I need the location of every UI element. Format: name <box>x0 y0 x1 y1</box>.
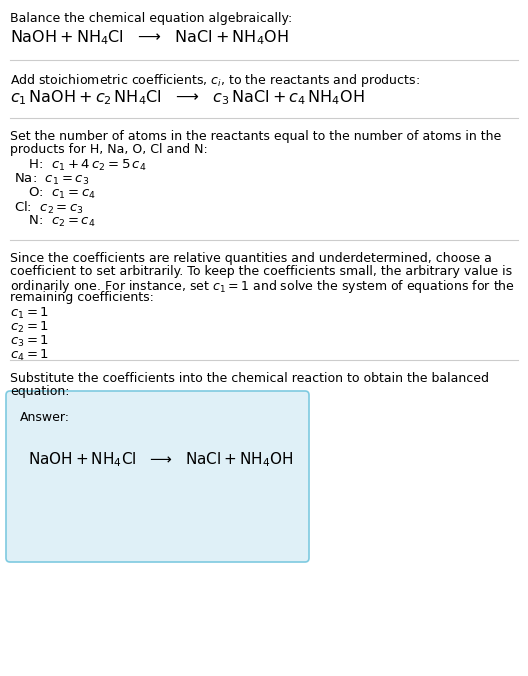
Text: products for H, Na, O, Cl and N:: products for H, Na, O, Cl and N: <box>10 143 208 156</box>
Text: $\mathsf{NaOH + NH_4Cl}$  $\longrightarrow$  $\mathsf{NaCl + NH_4OH}$: $\mathsf{NaOH + NH_4Cl}$ $\longrightarro… <box>10 28 289 47</box>
FancyBboxPatch shape <box>6 391 309 562</box>
Text: Substitute the coefficients into the chemical reaction to obtain the balanced: Substitute the coefficients into the che… <box>10 372 489 385</box>
Text: $c_2 = 1$: $c_2 = 1$ <box>10 320 49 335</box>
Text: coefficient to set arbitrarily. To keep the coefficients small, the arbitrary va: coefficient to set arbitrarily. To keep … <box>10 265 512 278</box>
Text: $\mathsf{NaOH + NH_4Cl}$  $\longrightarrow$  $\mathsf{NaCl + NH_4OH}$: $\mathsf{NaOH + NH_4Cl}$ $\longrightarro… <box>28 450 294 468</box>
Text: equation:: equation: <box>10 385 70 398</box>
Text: Balance the chemical equation algebraically:: Balance the chemical equation algebraica… <box>10 12 293 25</box>
Text: Cl:  $c_2 = c_3$: Cl: $c_2 = c_3$ <box>14 200 84 216</box>
Text: Add stoichiometric coefficients, $c_i$, to the reactants and products:: Add stoichiometric coefficients, $c_i$, … <box>10 72 420 89</box>
Text: Set the number of atoms in the reactants equal to the number of atoms in the: Set the number of atoms in the reactants… <box>10 130 501 143</box>
Text: $c_1\,\mathsf{NaOH} + c_2\,\mathsf{NH_4Cl}$  $\longrightarrow$  $c_3\,\mathsf{Na: $c_1\,\mathsf{NaOH} + c_2\,\mathsf{NH_4C… <box>10 88 364 107</box>
Text: $c_4 = 1$: $c_4 = 1$ <box>10 348 49 363</box>
Text: O:  $c_1 = c_4$: O: $c_1 = c_4$ <box>24 186 96 201</box>
Text: N:  $c_2 = c_4$: N: $c_2 = c_4$ <box>24 214 96 229</box>
Text: Since the coefficients are relative quantities and underdetermined, choose a: Since the coefficients are relative quan… <box>10 252 492 265</box>
Text: ordinarily one. For instance, set $c_1 = 1$ and solve the system of equations fo: ordinarily one. For instance, set $c_1 =… <box>10 278 515 295</box>
Text: remaining coefficients:: remaining coefficients: <box>10 291 154 304</box>
Text: Answer:: Answer: <box>20 411 70 424</box>
Text: H:  $c_1 + 4\,c_2 = 5\,c_4$: H: $c_1 + 4\,c_2 = 5\,c_4$ <box>24 158 146 173</box>
Text: $c_1 = 1$: $c_1 = 1$ <box>10 306 49 321</box>
Text: Na:  $c_1 = c_3$: Na: $c_1 = c_3$ <box>14 172 89 187</box>
Text: $c_3 = 1$: $c_3 = 1$ <box>10 334 49 349</box>
